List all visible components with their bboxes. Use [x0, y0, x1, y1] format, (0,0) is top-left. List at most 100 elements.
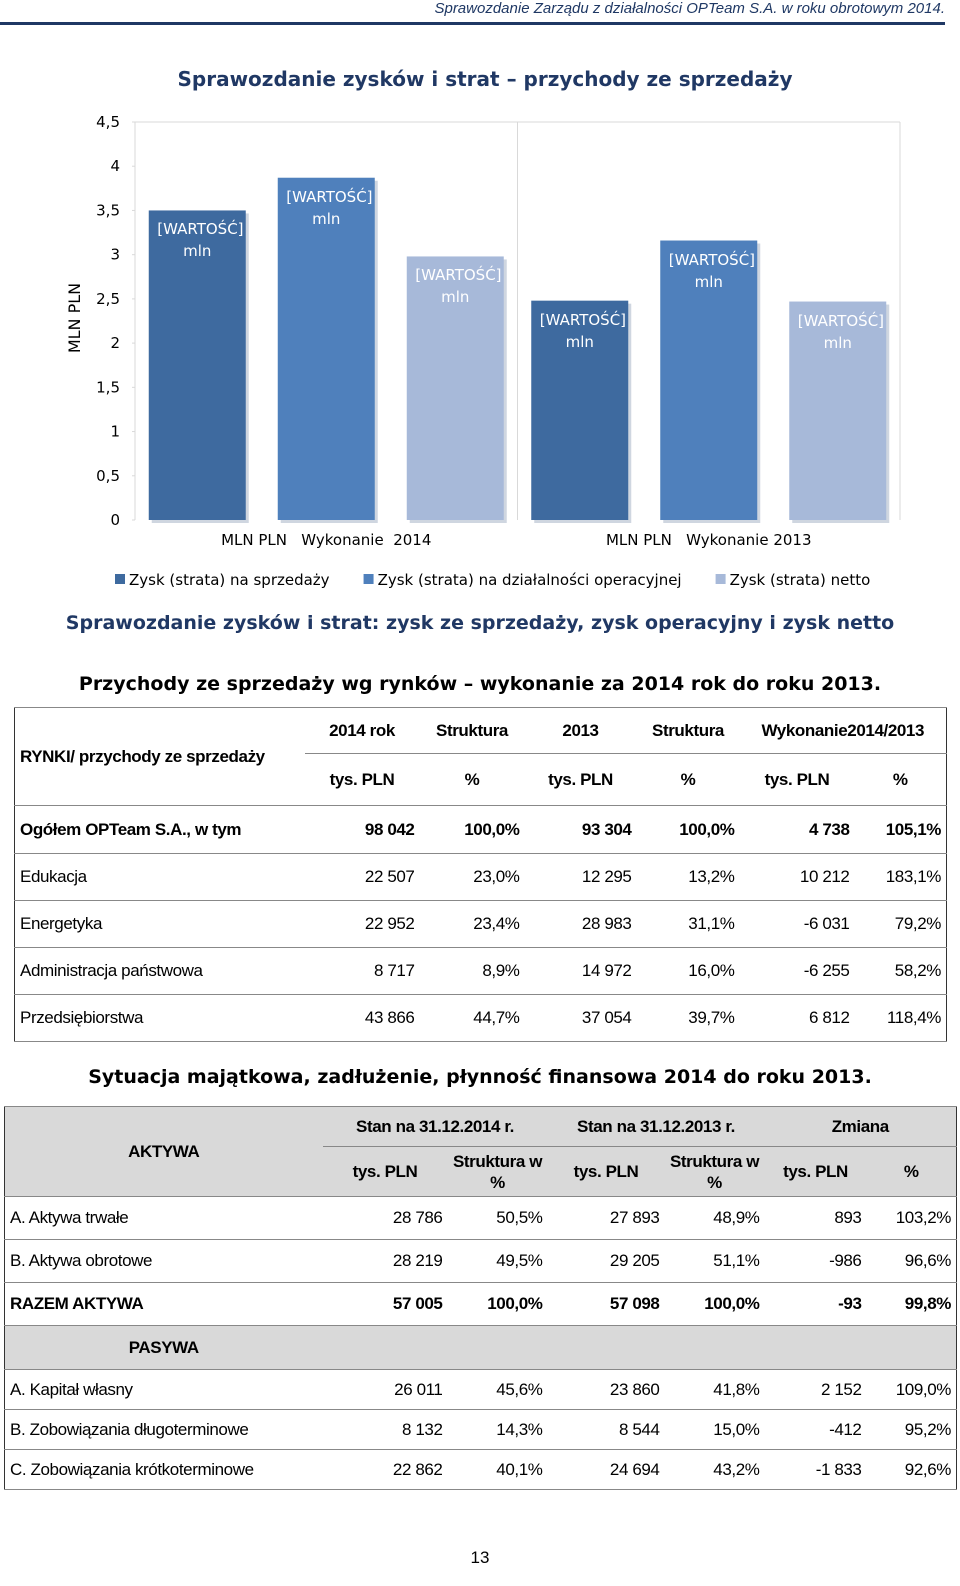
table-cell: 29 205 — [547, 1239, 665, 1283]
table-cell: 44,7% — [419, 994, 525, 1042]
table-cell: 8 544 — [547, 1409, 665, 1450]
table-cell: tys. PLN — [739, 753, 855, 806]
table-cell: Struktura w % — [664, 1146, 765, 1197]
balance-table: AKTYWA Stan na 31.12.2014 r. Stan na 31.12… — [4, 1106, 957, 1490]
table-row: PASYWA — [4, 1325, 957, 1370]
table-cell: tys. PLN — [547, 1146, 665, 1197]
table-cell: 57 098 — [547, 1282, 665, 1326]
table-cell: 183,1% — [854, 853, 947, 901]
table-row: Energetyka 22 952 23,4% 28 983 31,1% -6 031 79… — [14, 900, 947, 948]
table-row: RAZEM AKTYWA 57 005 100,0% 57 098 100,0% -93 9… — [4, 1282, 957, 1326]
table-row: AKTYWA Stan na 31.12.2014 r. Stan na 31.12… — [4, 1106, 957, 1197]
table-cell: 2013 — [524, 707, 637, 754]
table-cell: 15,0% — [664, 1409, 765, 1450]
table-cell: 14,3% — [447, 1409, 548, 1450]
table-row: A. Aktywa trwałe 28 786 50,5% 27 893 48,9% 89… — [4, 1196, 957, 1240]
table-cell: 99,8% — [866, 1282, 957, 1326]
table-cell: 51,1% — [664, 1239, 765, 1283]
table-row: RYNKI/ przychody ze sprzedaży 2014 rok Str… — [14, 707, 947, 806]
table-cell: 2014 rok — [304, 707, 420, 754]
table-cell: 95,2% — [866, 1409, 957, 1450]
table-cell: -6 255 — [739, 947, 855, 995]
page-number: 13 — [470, 1548, 490, 1567]
table-cell: % — [854, 753, 947, 806]
data-label-box: [WARTOŚĆ] mln — [157, 220, 244, 261]
y-tick-label: 1,5 — [96, 378, 120, 396]
table-cell: 22 862 — [322, 1449, 448, 1490]
table-cell: Wykonanie2014/2013 — [739, 707, 947, 754]
bar — [531, 300, 629, 520]
table-row: B. Zobowiązania długoterminowe 8 132 14,3%… — [4, 1409, 957, 1450]
table-cell: 49,5% — [447, 1239, 548, 1283]
x-tick-label: MLN PLN Wykonanie 2014 — [221, 531, 431, 549]
y-tick-label: 3 — [110, 246, 120, 264]
table-cell: Stan na 31.12.2013 r. — [547, 1106, 765, 1147]
table-cell: -986 — [764, 1239, 867, 1283]
table-row: C. Zobowiązania krótkoterminowe 22 862 40,… — [4, 1449, 957, 1490]
table-cell: A. Kapitał własny — [4, 1369, 323, 1410]
data-label-box: [WARTOŚĆ] mln — [539, 310, 627, 351]
table-cell: 57 005 — [322, 1282, 448, 1326]
data-label-box: [WARTOŚĆ] mln — [797, 311, 885, 352]
table-cell: 45,6% — [447, 1369, 548, 1410]
table-cell: 100,0% — [419, 805, 525, 854]
table-cell: PASYWA — [4, 1325, 323, 1370]
legend-swatch — [363, 574, 374, 584]
table-cell: % — [636, 753, 740, 806]
chart-caption: Sprawozdanie zysków i strat: zysk ze spr… — [65, 612, 895, 634]
y-tick-label: 3,5 — [96, 201, 120, 219]
table-cell: 22 507 — [304, 853, 420, 901]
table-cell: Energetyka — [14, 900, 305, 948]
y-tick-label: 0,5 — [96, 467, 120, 485]
table-cell: 43,2% — [664, 1449, 765, 1490]
y-tick-label: 0 — [110, 511, 120, 529]
table-cell: 79,2% — [854, 900, 947, 948]
table-cell: 118,4% — [854, 994, 947, 1042]
table-cell: Przedsiębiorstwa — [14, 994, 305, 1042]
y-tick-label: 2,5 — [96, 290, 120, 308]
data-label: [WARTOŚĆ] mln — [797, 311, 885, 352]
table-cell: 48,9% — [664, 1196, 765, 1240]
table-cell: B. Aktywa obrotowe — [4, 1239, 323, 1283]
table-cell: Ogółem OPTeam S.A., w tym — [14, 805, 305, 854]
legend-label: Zysk (strata) netto — [730, 571, 871, 589]
table-cell: A. Aktywa trwałe — [4, 1196, 323, 1240]
y-axis-title: MLN PLN — [65, 283, 84, 353]
data-label-box: [WARTOŚĆ] mln — [669, 251, 755, 291]
legend-swatch — [115, 574, 125, 584]
chart-title: Sprawozdanie zysków i strat – przychody … — [178, 67, 793, 91]
table-cell: 50,5% — [447, 1196, 548, 1240]
table-cell: 27 893 — [547, 1196, 665, 1240]
table-cell: 43 866 — [304, 994, 420, 1042]
table-cell: RAZEM AKTYWA — [4, 1282, 323, 1326]
x-tick-label: MLN PLN Wykonanie 2013 — [606, 531, 812, 549]
table-cell: 58,2% — [854, 947, 947, 995]
table-cell: Administracja państwowa — [14, 947, 305, 995]
markets-table: RYNKI/ przychody ze sprzedaży 2014 rok Str… — [14, 707, 947, 1042]
y-tick-label: 2 — [110, 334, 120, 352]
table-cell: Struktura w % — [447, 1146, 548, 1197]
bar — [277, 177, 375, 520]
table-cell: 26 011 — [322, 1369, 448, 1410]
table-cell: RYNKI/ przychody ze sprzedaży — [14, 707, 305, 806]
table-cell: 40,1% — [447, 1449, 548, 1490]
table-cell: -93 — [764, 1282, 867, 1326]
y-tick-label: 4 — [110, 157, 120, 175]
legend-swatch — [715, 574, 726, 584]
table-cell: 39,7% — [636, 994, 740, 1042]
table-cell: 22 952 — [304, 900, 420, 948]
table-cell: 8 132 — [322, 1409, 448, 1450]
bar — [148, 210, 246, 520]
table-row: Administracja państwowa 8 717 8,9% 14 972 16… — [14, 947, 947, 995]
table-title: Przychody ze sprzedaży wg rynków – wykon… — [78, 673, 882, 695]
table-cell: 100,0% — [447, 1282, 548, 1326]
table-cell: B. Zobowiązania długoterminowe — [4, 1409, 323, 1450]
table-cell: tys. PLN — [304, 753, 420, 806]
data-label: [WARTOŚĆ] mln — [157, 220, 244, 261]
table-cell: 14 972 — [524, 947, 637, 995]
table-cell: tys. PLN — [524, 753, 637, 806]
table-cell: 893 — [764, 1196, 867, 1240]
table-cell: Struktura — [419, 707, 525, 754]
data-label: [WARTOŚĆ] mln — [539, 310, 627, 351]
table-cell: 8 717 — [304, 947, 420, 995]
